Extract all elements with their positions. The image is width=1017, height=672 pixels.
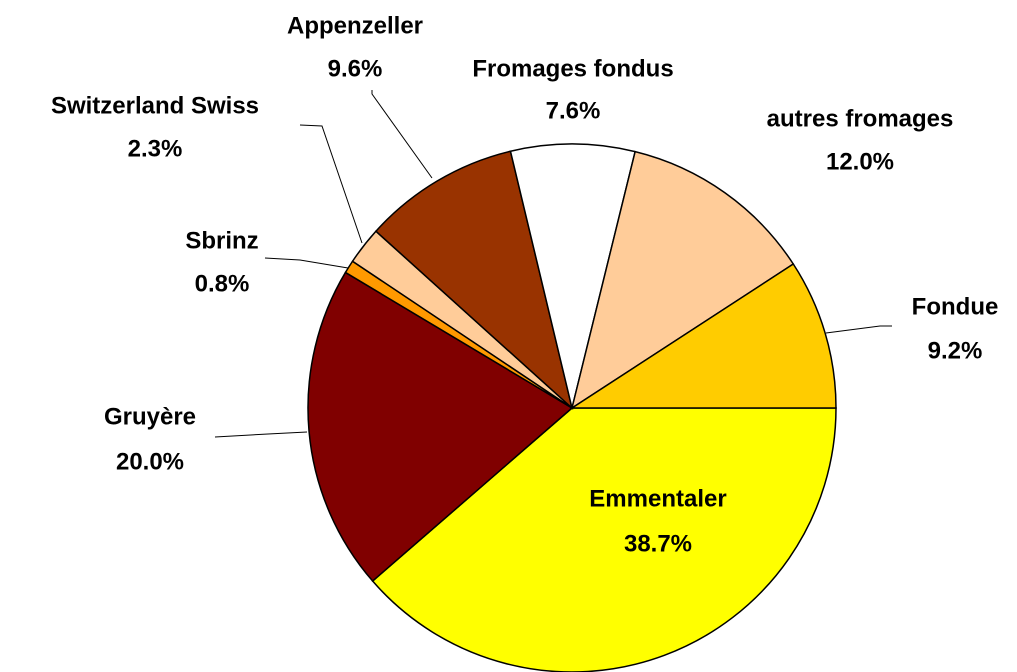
slice-label: Fromages fondus [472, 55, 673, 82]
slice-label: autres fromages [767, 105, 954, 132]
slice-label: Fondue [912, 293, 999, 320]
pie-slice [371, 407, 837, 672]
slice-value-label: 9.2% [928, 337, 983, 364]
slice-label: Sbrinz [185, 227, 258, 254]
slice-value-label: 0.8% [195, 270, 250, 297]
leader-line [825, 325, 892, 334]
slice-label: Gruyère [104, 403, 196, 430]
leader-line [214, 431, 308, 438]
slice-value-label: 2.3% [128, 135, 183, 162]
leader-line [299, 124, 363, 244]
leader-lines [214, 90, 892, 438]
slice-label: Appenzeller [287, 12, 423, 39]
slice-value-label: 7.6% [546, 97, 601, 124]
pie-slice [374, 150, 574, 411]
slice-value-label: 20.0% [116, 448, 184, 475]
pie-slice [569, 262, 837, 409]
slice-value-label: 38.7% [624, 530, 692, 557]
pie-slice [570, 150, 795, 410]
leader-line [371, 90, 433, 179]
pie-slice [307, 271, 574, 583]
leader-line [264, 257, 349, 269]
slice-value-label: 12.0% [826, 148, 894, 175]
pie-slice [509, 143, 637, 409]
slice-label: Switzerland Swiss [51, 92, 259, 119]
slice-label: Emmentaler [589, 485, 726, 512]
slice-value-label: 9.6% [328, 55, 383, 82]
